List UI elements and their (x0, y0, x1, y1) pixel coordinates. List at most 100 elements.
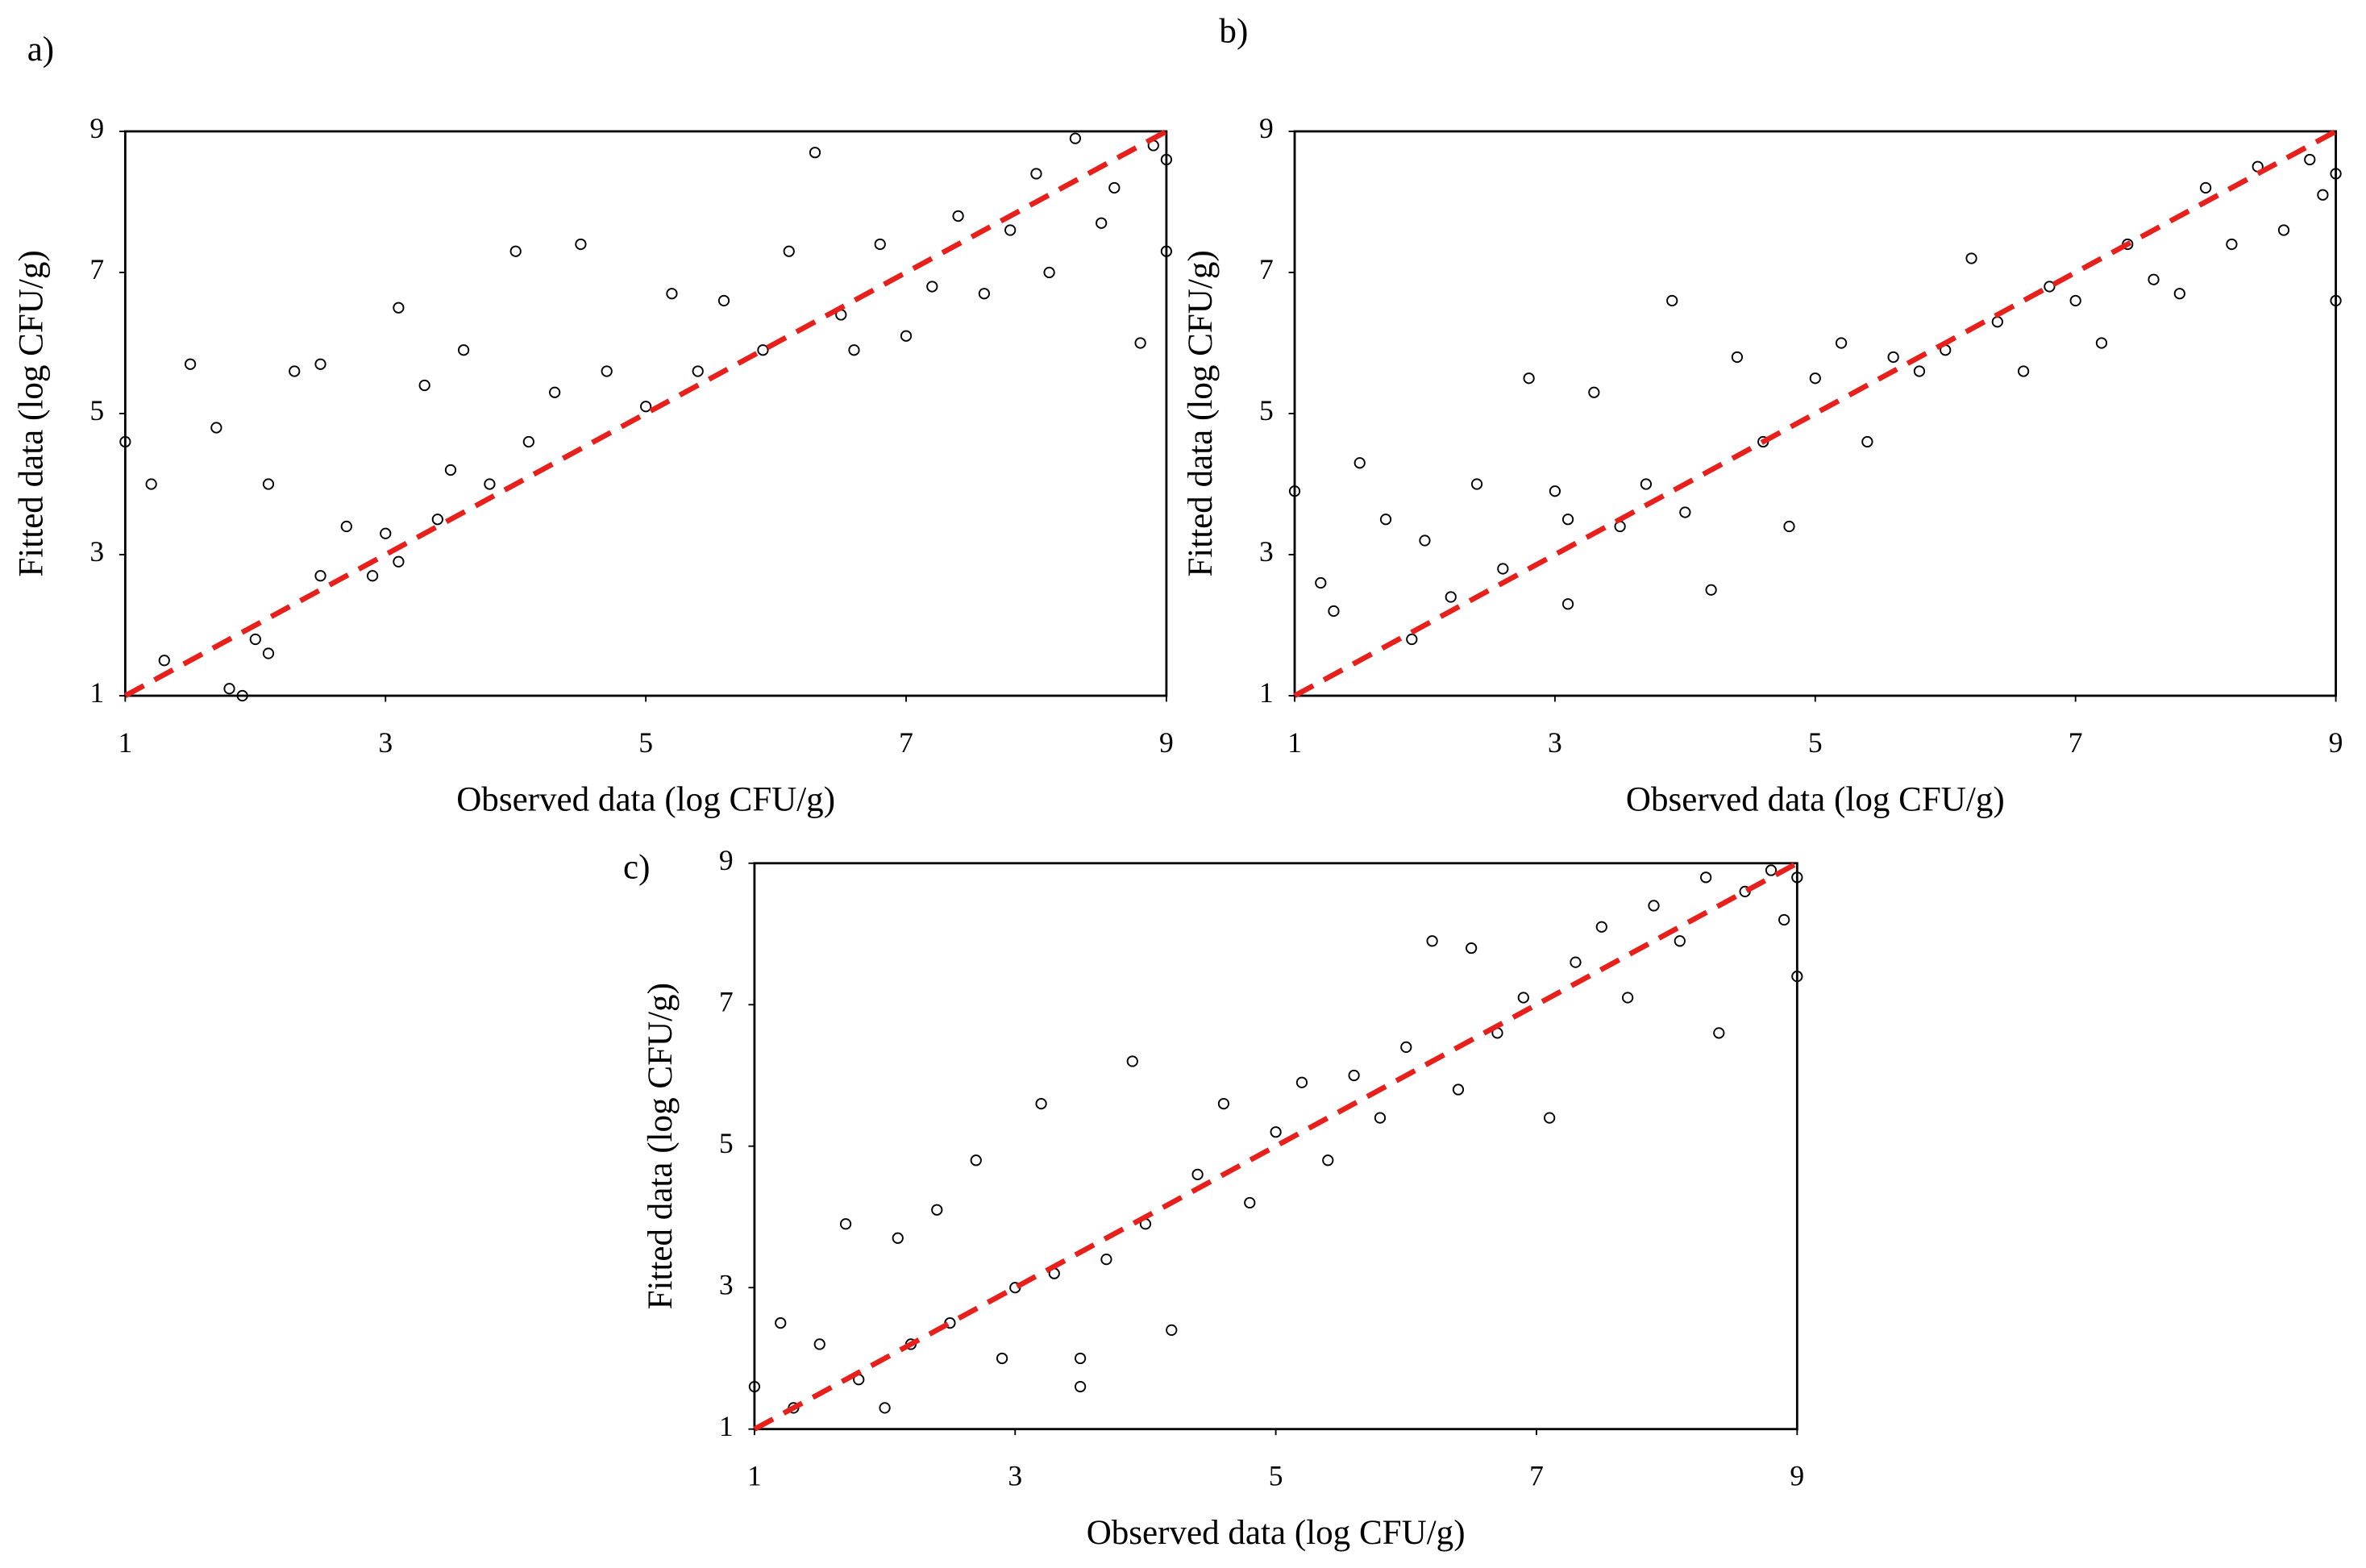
point (2069, 294, 2081, 307)
x-tick-label: 7 (2069, 726, 2083, 759)
point (1666, 294, 1678, 307)
y-tick-label: 9 (89, 112, 104, 144)
point (2017, 365, 2030, 377)
point (848, 344, 860, 356)
panel: 1 3 5 7 9 1 3 5 7 9 b) Observed data (log CFU/g) Fit… (1182, 13, 2343, 819)
point (1783, 520, 1795, 533)
point (1544, 1112, 1556, 1124)
y-tick-label: 5 (719, 1127, 734, 1159)
x-tick-label: 1 (118, 726, 132, 759)
point (2044, 281, 2056, 293)
point (1595, 921, 1607, 933)
y-tick-label: 9 (1259, 112, 1274, 144)
point (1166, 1324, 1178, 1336)
point (692, 365, 704, 377)
point (1561, 514, 1574, 526)
plot-frame (123, 130, 1168, 697)
y-tick-label: 7 (89, 253, 104, 285)
point (1400, 1041, 1412, 1054)
point (431, 514, 443, 526)
point (926, 281, 938, 293)
point (509, 245, 522, 257)
point (262, 478, 275, 490)
plot-frame (753, 862, 1798, 1431)
point (575, 238, 587, 251)
y-tick-label: 1 (719, 1410, 734, 1442)
point (1713, 1027, 1725, 1039)
y-axis-title: Fitted data (log CFU/g) (1182, 250, 1220, 576)
point (1466, 942, 1478, 955)
y-tick-label: 7 (1259, 253, 1274, 285)
x-tick-label: 3 (1548, 726, 1562, 759)
y-axis-title: Fitted data (log CFU/g) (12, 250, 50, 576)
point (145, 478, 157, 490)
point (717, 294, 730, 307)
point (1517, 992, 1529, 1004)
point (458, 344, 470, 356)
point (393, 555, 405, 568)
x-tick-label: 5 (638, 726, 653, 759)
point (1452, 1083, 1465, 1096)
point (1965, 252, 1977, 264)
point (874, 238, 886, 251)
point (2200, 181, 2212, 194)
panel-label: b) (1219, 13, 1248, 51)
point (236, 689, 248, 702)
point (1426, 935, 1438, 947)
x-axis-title: Observed data (log CFU/g) (1626, 780, 2005, 818)
y-axis-title: Fitted data (log CFU/g) (642, 983, 680, 1309)
point (601, 365, 613, 377)
point (1322, 1154, 1334, 1167)
point (1674, 935, 1686, 947)
point (813, 1338, 825, 1350)
x-tick-label: 5 (1269, 1460, 1283, 1492)
point (1588, 386, 1600, 398)
point (1549, 485, 1561, 497)
point (1035, 1097, 1047, 1110)
y-tick-label: 5 (89, 394, 104, 426)
x-tick-label: 9 (2329, 726, 2343, 759)
point (393, 302, 405, 314)
point (1419, 534, 1431, 547)
x-tick-label: 7 (899, 726, 913, 759)
point (1100, 1254, 1112, 1266)
point (1043, 266, 1055, 279)
point (879, 1402, 891, 1414)
point (2173, 288, 2185, 300)
point (978, 288, 991, 300)
y-tick-label: 5 (1259, 394, 1274, 426)
y-tick-label: 9 (719, 844, 734, 876)
point (1096, 217, 1108, 229)
point (249, 633, 261, 646)
point (1126, 1055, 1138, 1067)
point (1160, 153, 1173, 166)
point (1765, 864, 1778, 876)
point (1445, 591, 1457, 603)
point (2148, 273, 2160, 285)
point (1244, 1196, 1256, 1209)
point (1191, 1168, 1204, 1180)
x-tick-label: 9 (1159, 726, 1174, 759)
x-tick-label: 9 (1790, 1460, 1804, 1492)
y-tick-label: 3 (719, 1268, 734, 1300)
x-axis-title: Observed data (log CFU/g) (1087, 1514, 1466, 1552)
point (1406, 633, 1418, 646)
point (289, 365, 301, 377)
point (1809, 372, 1821, 385)
point (1731, 351, 1744, 364)
y-tick-label: 3 (1259, 535, 1274, 568)
point (366, 570, 379, 582)
point (262, 647, 275, 659)
point (1270, 1126, 1282, 1138)
point (1315, 576, 1327, 589)
point (1700, 871, 1712, 884)
point (1030, 168, 1042, 180)
point (783, 245, 795, 257)
point (1705, 584, 1717, 596)
point (1288, 485, 1301, 497)
point (418, 379, 430, 392)
point (1328, 605, 1340, 618)
x-tick-label: 7 (1529, 1460, 1544, 1492)
